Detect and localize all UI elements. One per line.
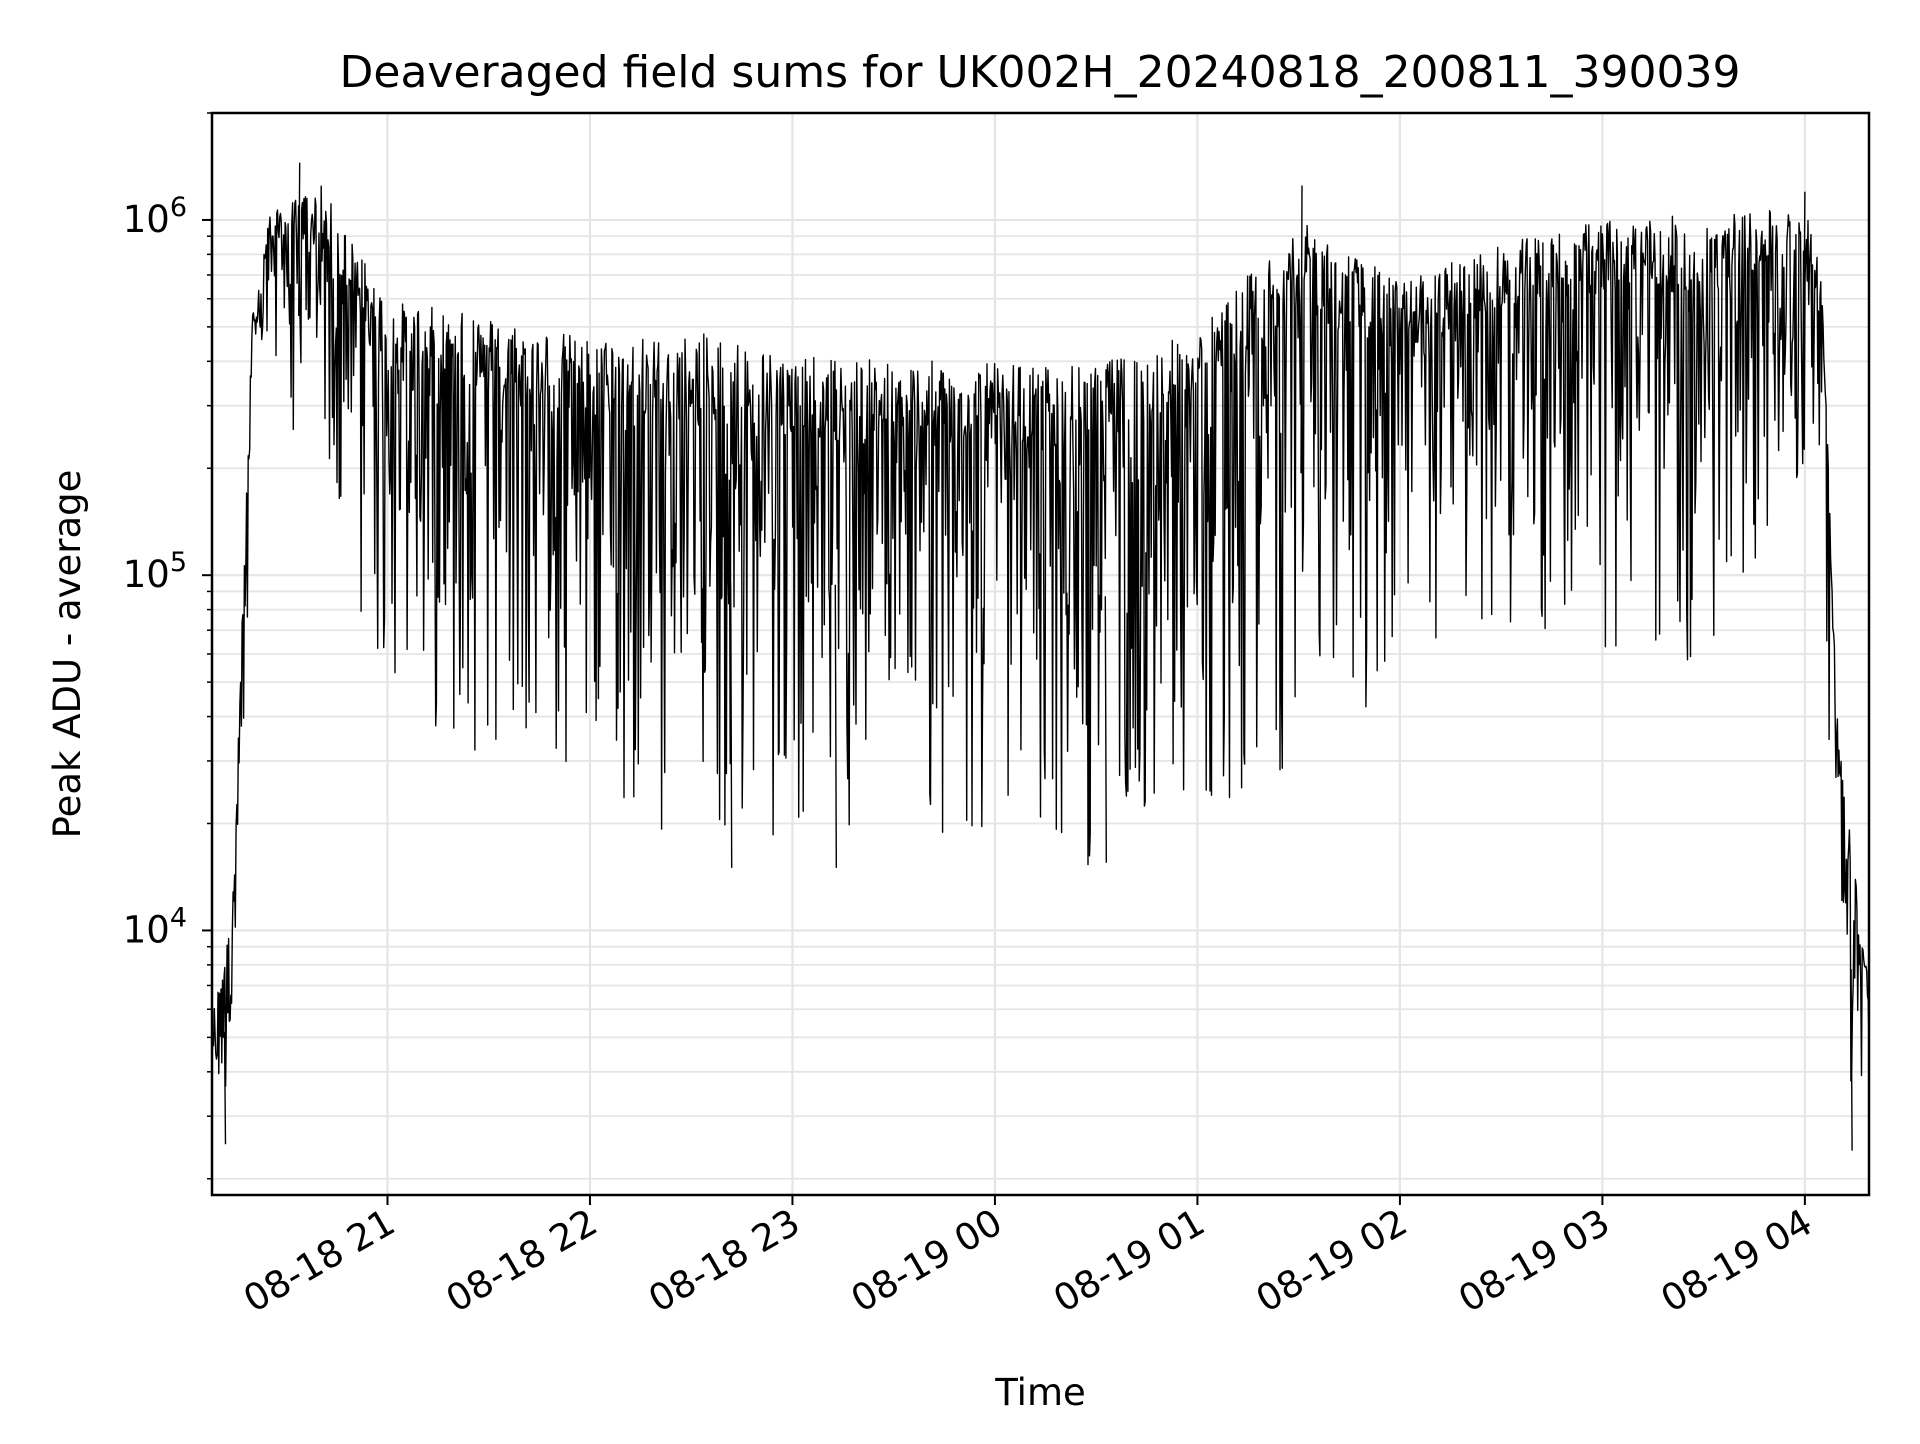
x-tick-label: 08-19 02 bbox=[1249, 1201, 1415, 1321]
x-tick-label: 08-19 03 bbox=[1451, 1201, 1617, 1321]
series-line bbox=[212, 162, 1869, 1151]
plot-layer bbox=[212, 162, 1869, 1151]
x-tick-label: 08-19 04 bbox=[1654, 1201, 1820, 1321]
y-tick-label: 104 bbox=[123, 902, 187, 951]
y-tick-label: 106 bbox=[123, 192, 187, 241]
x-tick-label: 08-18 21 bbox=[236, 1201, 402, 1321]
x-tick-label: 08-18 23 bbox=[641, 1201, 807, 1321]
x-tick-label: 08-19 00 bbox=[844, 1201, 1010, 1321]
x-axis-label: Time bbox=[994, 1371, 1086, 1414]
x-tick-label: 08-19 01 bbox=[1046, 1201, 1212, 1321]
y-tick-label: 105 bbox=[123, 547, 187, 596]
chart-title: Deaveraged field sums for UK002H_2024081… bbox=[340, 47, 1741, 98]
y-axis-label: Peak ADU - average bbox=[46, 470, 89, 839]
x-tick-label: 08-18 22 bbox=[439, 1201, 605, 1321]
